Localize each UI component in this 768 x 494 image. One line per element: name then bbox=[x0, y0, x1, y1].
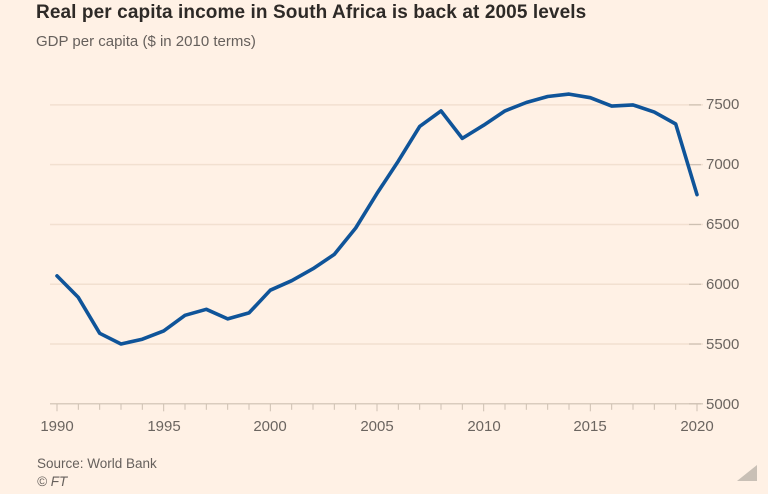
xtick-label-2020: 2020 bbox=[680, 418, 714, 435]
source-text: Source: World Bank bbox=[37, 456, 157, 471]
ytick-label-6000: 6000 bbox=[706, 276, 740, 293]
ytick-label-7500: 7500 bbox=[706, 96, 740, 113]
gdp-per-capita-line-series bbox=[55, 92, 699, 346]
xtick-label-1990: 1990 bbox=[40, 418, 74, 435]
ft-copyright-text: © FT bbox=[37, 474, 68, 489]
ytick-label-5000: 5000 bbox=[706, 396, 740, 413]
xtick-label-1995: 1995 bbox=[147, 418, 181, 435]
xtick-label-2000: 2000 bbox=[253, 418, 287, 435]
ytick-label-7000: 7000 bbox=[706, 156, 740, 173]
ytick-label-6500: 6500 bbox=[706, 216, 740, 233]
chart-subtitle: GDP per capita ($ in 2010 terms) bbox=[36, 33, 256, 50]
xtick-label-2010: 2010 bbox=[467, 418, 501, 435]
xtick-label-2015: 2015 bbox=[573, 418, 607, 435]
ytick-label-5500: 5500 bbox=[706, 336, 740, 353]
resize-corner-handle-icon[interactable] bbox=[737, 465, 757, 481]
xtick-label-2005: 2005 bbox=[360, 418, 394, 435]
chart-title: Real per capita income in South Africa i… bbox=[36, 2, 587, 23]
